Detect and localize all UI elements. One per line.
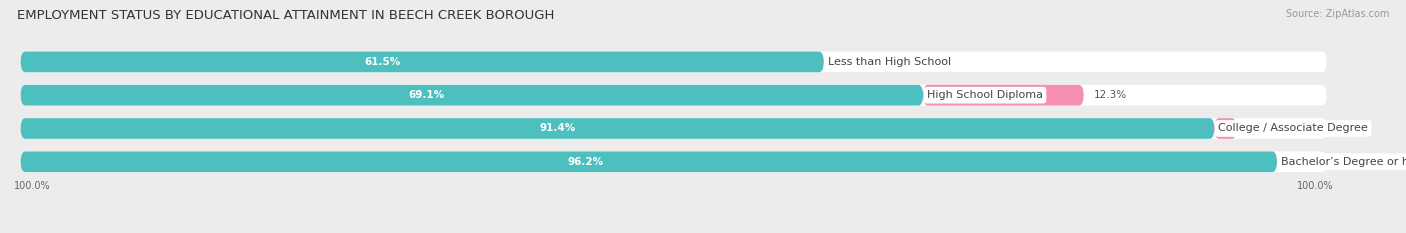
- Text: 1.7%: 1.7%: [1247, 123, 1274, 134]
- Text: 100.0%: 100.0%: [14, 181, 51, 191]
- FancyBboxPatch shape: [21, 85, 924, 106]
- FancyBboxPatch shape: [21, 85, 1327, 106]
- Text: High School Diploma: High School Diploma: [927, 90, 1043, 100]
- Text: Less than High School: Less than High School: [828, 57, 950, 67]
- Text: 91.4%: 91.4%: [540, 123, 576, 134]
- FancyBboxPatch shape: [21, 118, 1215, 139]
- Text: 0.0%: 0.0%: [834, 57, 860, 67]
- FancyBboxPatch shape: [21, 51, 1327, 72]
- FancyBboxPatch shape: [21, 51, 824, 72]
- Text: Bachelor’s Degree or higher: Bachelor’s Degree or higher: [1281, 157, 1406, 167]
- Text: 61.5%: 61.5%: [364, 57, 401, 67]
- FancyBboxPatch shape: [21, 151, 1327, 172]
- Text: 69.1%: 69.1%: [409, 90, 444, 100]
- Text: Source: ZipAtlas.com: Source: ZipAtlas.com: [1285, 9, 1389, 19]
- FancyBboxPatch shape: [21, 118, 1327, 139]
- FancyBboxPatch shape: [924, 85, 1084, 106]
- Text: 100.0%: 100.0%: [1296, 181, 1333, 191]
- Legend: In Labor Force, Unemployed: In Labor Force, Unemployed: [534, 230, 734, 233]
- Text: 0.0%: 0.0%: [1288, 157, 1313, 167]
- Text: 12.3%: 12.3%: [1094, 90, 1128, 100]
- Text: EMPLOYMENT STATUS BY EDUCATIONAL ATTAINMENT IN BEECH CREEK BOROUGH: EMPLOYMENT STATUS BY EDUCATIONAL ATTAINM…: [17, 9, 554, 22]
- Text: College / Associate Degree: College / Associate Degree: [1218, 123, 1368, 134]
- FancyBboxPatch shape: [21, 151, 1277, 172]
- FancyBboxPatch shape: [1215, 118, 1236, 139]
- Text: 96.2%: 96.2%: [568, 157, 605, 167]
